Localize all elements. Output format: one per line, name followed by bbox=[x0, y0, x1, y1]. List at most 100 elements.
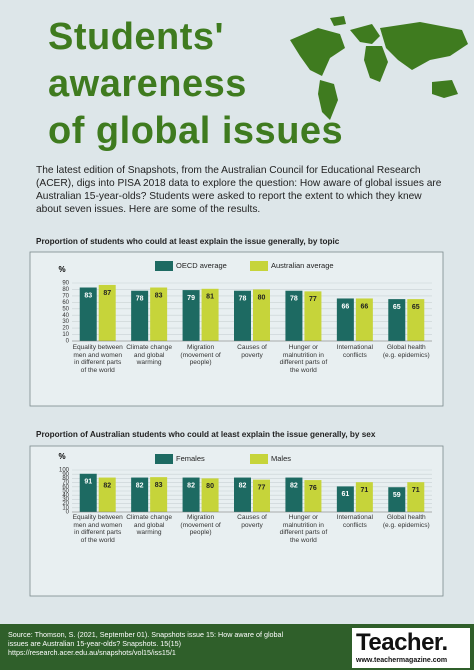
x-tick-label-box: Hunger or malnutrition in different part… bbox=[279, 344, 328, 374]
x-tick-label-box: Climate change and global warming bbox=[126, 344, 173, 367]
y-tick-label: 20 bbox=[62, 326, 69, 332]
x-tick-label-box: Equality between men and women in differ… bbox=[72, 344, 123, 374]
y-tick-label: 90 bbox=[62, 472, 69, 478]
y-tick-label: 40 bbox=[62, 313, 69, 319]
bar bbox=[150, 287, 168, 341]
y-tick-label: 0 bbox=[66, 339, 70, 345]
y-tick-label: 10 bbox=[62, 505, 69, 511]
bar bbox=[336, 298, 354, 341]
bar bbox=[131, 290, 149, 341]
legend-swatch bbox=[250, 261, 268, 271]
x-tick-label: Equality between men and women in differ… bbox=[72, 514, 123, 544]
legend-swatch bbox=[155, 261, 173, 271]
x-tick-label: Climate change and global warming bbox=[126, 344, 173, 367]
x-tick-label: International conflicts bbox=[336, 514, 373, 529]
bar bbox=[407, 299, 425, 341]
bar bbox=[388, 487, 406, 512]
value-label: 65 bbox=[393, 304, 401, 311]
bar bbox=[98, 284, 116, 341]
legend-swatch bbox=[250, 454, 268, 464]
x-tick-label: Equality between men and women in differ… bbox=[72, 344, 123, 374]
world-map bbox=[290, 16, 468, 120]
value-label: 81 bbox=[206, 294, 214, 301]
logo: Teacher. www.teachermagazine.com bbox=[352, 628, 470, 668]
y-tick-label: 50 bbox=[62, 489, 69, 495]
x-tick-label: Global health (e.g. epidemics) bbox=[382, 344, 430, 359]
x-tick-label-box: Global health (e.g. epidemics) bbox=[382, 344, 430, 359]
value-label: 61 bbox=[341, 491, 349, 498]
bar bbox=[234, 477, 251, 512]
y-tick-label: 70 bbox=[62, 293, 69, 299]
bar bbox=[182, 477, 200, 512]
bar bbox=[304, 480, 322, 512]
value-label: 79 bbox=[187, 295, 195, 302]
value-label: 83 bbox=[155, 482, 163, 489]
x-tick-label: Hunger or malnutrition in different part… bbox=[279, 514, 328, 544]
y-tick-label: 60 bbox=[62, 484, 69, 490]
value-label: 77 bbox=[309, 296, 317, 303]
bar bbox=[79, 473, 97, 512]
bar bbox=[150, 477, 168, 512]
y-axis-label: % bbox=[58, 452, 65, 461]
value-label: 78 bbox=[239, 296, 247, 303]
y-tick-label: 80 bbox=[62, 287, 69, 293]
x-tick-label-box: International conflicts bbox=[336, 514, 373, 529]
intro: The latest edition of Snapshots, from th… bbox=[36, 165, 442, 215]
y-tick-label: 30 bbox=[62, 319, 69, 325]
x-tick-label-box: Migration (movement of people) bbox=[180, 344, 221, 367]
x-tick-label-box: Hunger or malnutrition in different part… bbox=[279, 514, 328, 544]
x-tick-label: Climate change and global warming bbox=[126, 514, 173, 537]
value-label: 82 bbox=[290, 482, 298, 489]
y-tick-label: 30 bbox=[62, 497, 69, 503]
value-label: 82 bbox=[136, 482, 144, 489]
x-tick-label: Global health (e.g. epidemics) bbox=[382, 514, 430, 529]
x-tick-label-box: Causes of poverty bbox=[237, 514, 267, 529]
y-tick-label: 20 bbox=[62, 501, 69, 507]
bar bbox=[388, 299, 406, 341]
title-line: Students' bbox=[48, 16, 225, 58]
x-tick-label: Hunger or malnutrition in different part… bbox=[279, 344, 328, 374]
legend-label: Males bbox=[271, 454, 291, 463]
legend-label: Australian average bbox=[271, 261, 334, 270]
bar bbox=[98, 477, 116, 512]
logo-word: Teacher. bbox=[356, 629, 448, 656]
y-tick-label: 100 bbox=[59, 468, 70, 474]
x-tick-label-box: Climate change and global warming bbox=[126, 514, 173, 537]
bar bbox=[285, 477, 303, 512]
y-tick-label: 0 bbox=[66, 510, 70, 516]
chart-title: Proportion of Australian students who co… bbox=[36, 430, 376, 439]
bar bbox=[336, 486, 354, 512]
legend-label: Females bbox=[176, 454, 205, 463]
bar bbox=[304, 291, 322, 341]
value-label: 87 bbox=[103, 290, 111, 297]
y-tick-label: 80 bbox=[62, 476, 69, 482]
bar bbox=[355, 482, 373, 512]
bar bbox=[253, 479, 270, 512]
y-tick-label: 60 bbox=[62, 300, 69, 306]
bar bbox=[131, 477, 149, 512]
value-label: 71 bbox=[360, 487, 368, 494]
value-label: 71 bbox=[412, 487, 420, 494]
bar bbox=[201, 288, 219, 341]
legend-swatch bbox=[155, 454, 173, 464]
chart-title: Proportion of students who could at leas… bbox=[36, 237, 340, 246]
y-tick-label: 50 bbox=[62, 306, 69, 312]
value-label: 80 bbox=[206, 483, 214, 490]
y-tick-label: 70 bbox=[62, 480, 69, 486]
value-label: 91 bbox=[84, 479, 92, 486]
value-label: 78 bbox=[290, 296, 298, 303]
value-label: 65 bbox=[412, 304, 420, 311]
logo-url: www.teachermagazine.com bbox=[356, 657, 448, 664]
value-label: 82 bbox=[239, 482, 247, 489]
value-label: 82 bbox=[187, 482, 195, 489]
x-tick-label: International conflicts bbox=[336, 344, 373, 359]
x-tick-label-box: Equality between men and women in differ… bbox=[72, 514, 123, 544]
legend-label: OECD average bbox=[176, 261, 227, 270]
value-label: 83 bbox=[155, 292, 163, 299]
x-tick-label: Migration (movement of people) bbox=[180, 344, 221, 367]
value-label: 83 bbox=[84, 292, 92, 299]
x-tick-label: Migration (movement of people) bbox=[180, 514, 221, 537]
x-tick-label-box: International conflicts bbox=[336, 344, 373, 359]
x-tick-label-box: Causes of poverty bbox=[237, 344, 267, 359]
